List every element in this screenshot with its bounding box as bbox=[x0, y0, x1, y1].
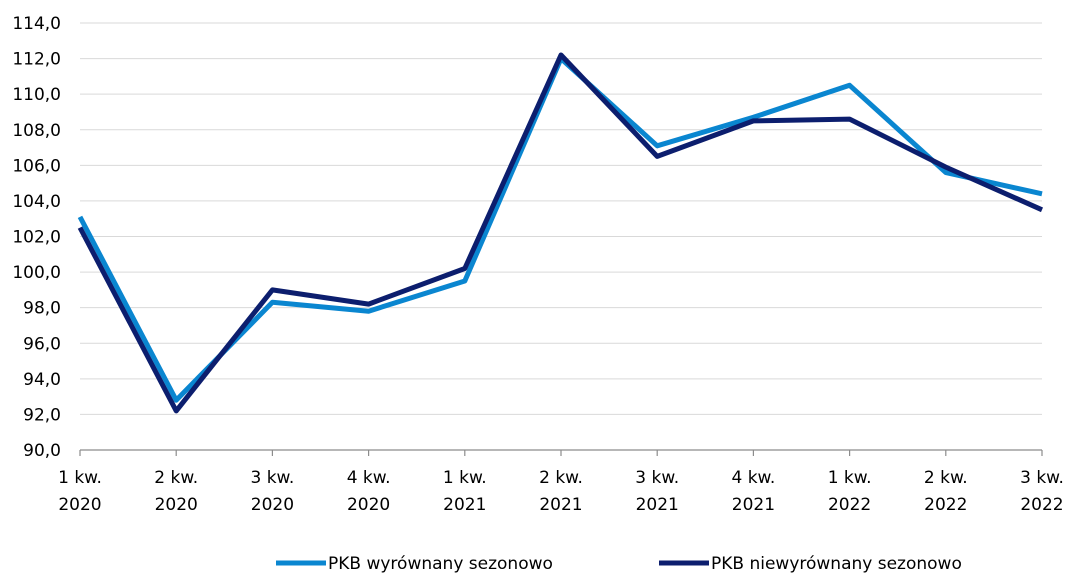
y-tick-label: 92,0 bbox=[23, 405, 61, 425]
x-tick-label: 4 kw. 2021 bbox=[731, 468, 775, 515]
y-tick-label: 106,0 bbox=[12, 156, 61, 176]
legend: PKB wyrównany sezonowo PKB niewyrównany s… bbox=[276, 554, 962, 574]
y-tick-label: 112,0 bbox=[12, 50, 61, 70]
y-tick-label: 102,0 bbox=[12, 228, 61, 248]
y-tick-label: 114,0 bbox=[12, 14, 61, 34]
x-tick-label: 1 kw. 2022 bbox=[828, 468, 872, 515]
y-tick-label: 90,0 bbox=[23, 441, 61, 461]
y-tick-label: 98,0 bbox=[23, 299, 61, 319]
legend-label-2: PKB niewyrównany sezonowo bbox=[711, 554, 962, 574]
series-line-2 bbox=[77, 52, 1044, 414]
x-tick-label: 1 kw. 2021 bbox=[443, 468, 487, 515]
y-tick-label: 110,0 bbox=[12, 85, 61, 105]
x-tick-label: 2 kw. 2021 bbox=[539, 468, 583, 515]
x-tick-label: 3 kw. 2022 bbox=[1020, 468, 1064, 515]
gridlines bbox=[80, 22, 1042, 415]
x-tick-label: 3 kw. 2021 bbox=[635, 468, 679, 515]
y-tick-label: 100,0 bbox=[12, 263, 61, 283]
x-tick-label: 2 kw. 2022 bbox=[924, 468, 968, 515]
y-tick-label: 104,0 bbox=[12, 192, 61, 212]
x-tick-label: 3 kw. 2020 bbox=[250, 468, 294, 515]
x-tick-label: 1 kw. 2020 bbox=[58, 468, 102, 515]
x-tick-label: 2 kw. 2020 bbox=[154, 468, 198, 515]
axes: 90,0 92,0 94,0 96,0 98,0 100,0 102,0 104,0 106,0… bbox=[12, 14, 1064, 515]
legend-label-1: PKB wyrównany sezonowo bbox=[328, 554, 553, 574]
x-tick-label: 4 kw. 2020 bbox=[347, 468, 391, 515]
data-series bbox=[77, 52, 1044, 414]
y-tick-label: 96,0 bbox=[23, 334, 61, 354]
y-tick-label: 108,0 bbox=[12, 121, 61, 141]
y-tick-label: 94,0 bbox=[23, 370, 61, 390]
